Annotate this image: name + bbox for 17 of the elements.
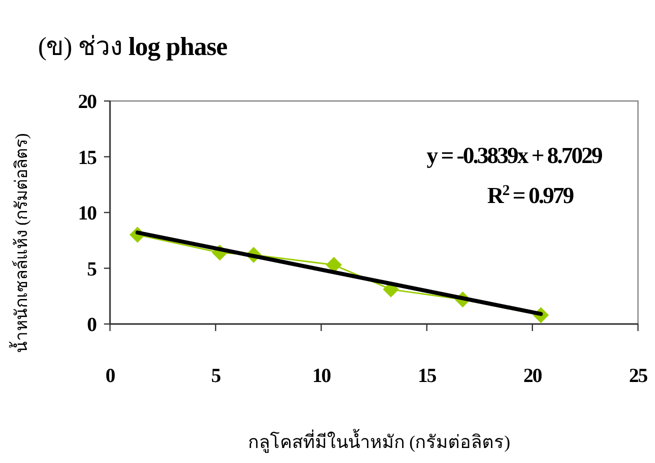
x-tick-label: 10 bbox=[312, 365, 332, 387]
x-axis-title: กลูโคสที่มีในน้ำหมัก (กรัมต่อลิตร) bbox=[248, 429, 510, 453]
chart-title: (ข) ช่วง log phase bbox=[38, 32, 228, 61]
x-tick-label: 20 bbox=[523, 365, 542, 387]
x-tick-label: 5 bbox=[211, 365, 222, 387]
point bbox=[326, 256, 342, 273]
y-tick-label: 5 bbox=[87, 258, 97, 280]
y-tick-label: 15 bbox=[78, 146, 97, 169]
y-axis-title: น้ำหนักเซลล์แห้ง (กรัมต่อลิตร) bbox=[9, 133, 31, 353]
annotation: R$^{2}$ = 0.979 bbox=[487, 183, 574, 208]
y-tick-label: 0 bbox=[87, 314, 97, 336]
x-tick-label: 15 bbox=[418, 365, 437, 387]
x-tick-label: 25 bbox=[629, 365, 648, 387]
x-tick-label: 0 bbox=[106, 365, 116, 387]
y-tick-label: 20 bbox=[78, 91, 97, 113]
y-tick-label: 10 bbox=[78, 202, 97, 224]
annotation: y = -0.3839x + 8.7029 bbox=[426, 143, 602, 168]
